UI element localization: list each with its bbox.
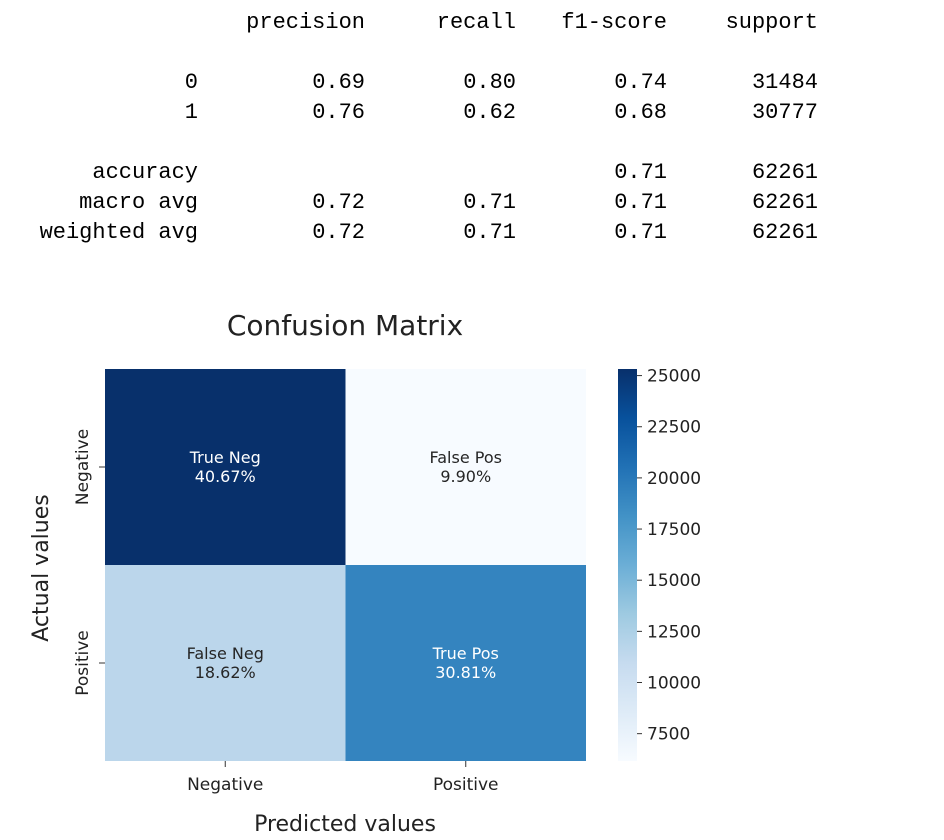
cell-name: True Pos bbox=[432, 644, 499, 663]
report-cell: 30777 bbox=[752, 100, 818, 125]
report-cell: 0.71 bbox=[614, 160, 667, 185]
y-tick-label: Negative bbox=[73, 429, 93, 505]
report-cell: 1 bbox=[185, 100, 198, 125]
cell-name: False Pos bbox=[430, 448, 502, 467]
report-cell: 0.71 bbox=[614, 190, 667, 215]
report-cell: accuracy bbox=[92, 160, 198, 185]
colorbar-tick-label: 17500 bbox=[647, 520, 701, 540]
report-cell: weighted avg bbox=[40, 220, 198, 245]
y-axis-label: Actual values bbox=[29, 494, 54, 641]
report-cell: 0.80 bbox=[463, 70, 516, 95]
y-tick-label: Positive bbox=[73, 630, 93, 696]
colorbar-tick-label: 22500 bbox=[647, 418, 701, 438]
report-cell: 0.72 bbox=[312, 190, 365, 215]
report-cell: 0.71 bbox=[463, 220, 516, 245]
report-cell: 62261 bbox=[752, 160, 818, 185]
heatmap-cell bbox=[105, 369, 346, 565]
report-header: f1-score bbox=[561, 10, 667, 35]
report-cell: 0.74 bbox=[614, 70, 667, 95]
x-tick-label: Positive bbox=[433, 775, 499, 795]
x-tick-label: Negative bbox=[187, 775, 263, 795]
cell-name: True Neg bbox=[189, 448, 261, 467]
heatmap-cell bbox=[345, 565, 586, 761]
cell-label: 18.62% bbox=[195, 663, 256, 682]
report-cell: 0.71 bbox=[614, 220, 667, 245]
colorbar-tick-label: 25000 bbox=[647, 367, 701, 387]
report-cell: 31484 bbox=[752, 70, 818, 95]
report-cell: 0.76 bbox=[312, 100, 365, 125]
report-cell: 0.62 bbox=[463, 100, 516, 125]
report-header: support bbox=[726, 10, 818, 35]
cell-label: 30.81% bbox=[435, 663, 496, 682]
report-cell: 62261 bbox=[752, 190, 818, 215]
report-cell: 0.68 bbox=[614, 100, 667, 125]
chart-title: Confusion Matrix bbox=[227, 309, 463, 342]
report-cell: 0.69 bbox=[312, 70, 365, 95]
colorbar-tick-label: 20000 bbox=[647, 469, 701, 489]
report-cell: 62261 bbox=[752, 220, 818, 245]
report-cell: 0.72 bbox=[312, 220, 365, 245]
report-cell: 0 bbox=[185, 70, 198, 95]
heatmap-cell bbox=[105, 565, 346, 761]
colorbar-tick-label: 7500 bbox=[647, 725, 690, 745]
colorbar-tick-label: 15000 bbox=[647, 571, 701, 591]
heatmap-cell bbox=[345, 369, 586, 565]
cell-label: 9.90% bbox=[440, 467, 491, 486]
cell-name: False Neg bbox=[187, 644, 264, 663]
colorbar bbox=[618, 369, 637, 761]
colorbar-tick-label: 10000 bbox=[647, 674, 701, 694]
report-header: precision bbox=[246, 10, 365, 35]
report-cell: 0.71 bbox=[463, 190, 516, 215]
cell-label: 40.67% bbox=[195, 467, 256, 486]
colorbar-tick-label: 12500 bbox=[647, 622, 701, 642]
report-cell: macro avg bbox=[79, 190, 198, 215]
x-axis-label: Predicted values bbox=[254, 812, 436, 837]
report-header: recall bbox=[437, 10, 516, 35]
